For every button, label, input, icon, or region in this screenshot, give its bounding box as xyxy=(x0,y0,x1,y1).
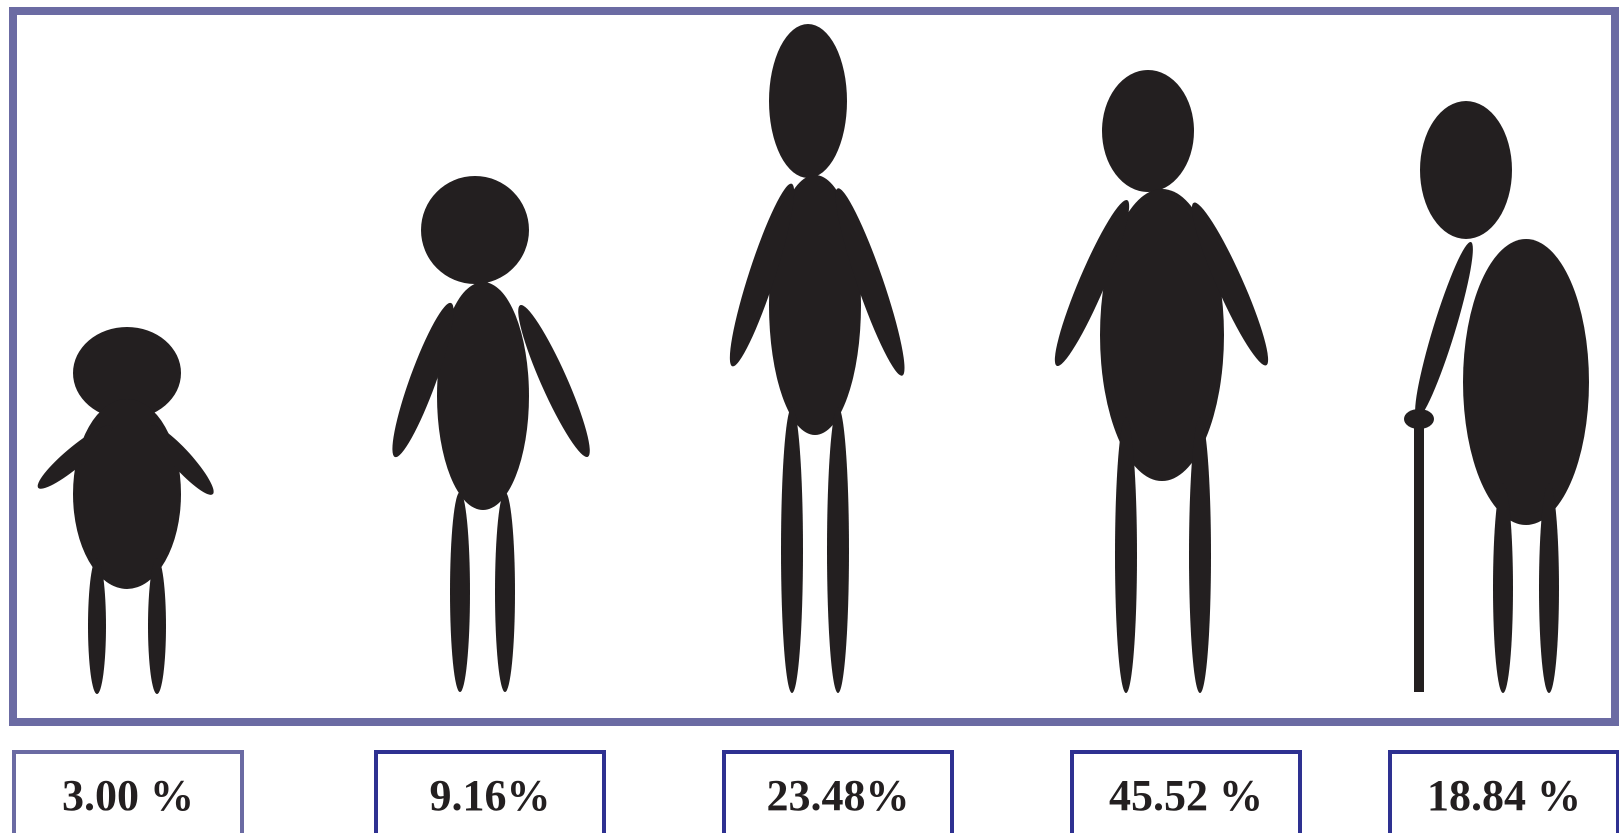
share-label-box: 45.52 % xyxy=(1070,750,1302,833)
young-adult-figure-icon xyxy=(729,24,905,693)
share-label: 23.48% xyxy=(767,771,910,820)
share-label: 18.84 % xyxy=(1427,771,1581,820)
share-label: 3.00 % xyxy=(62,771,194,820)
share-label: 45.52 % xyxy=(1109,771,1263,820)
share-label-box: 18.84 % xyxy=(1388,750,1619,833)
elderly-figure-with-cane-icon xyxy=(1404,101,1589,693)
share-label-box: 9.16% xyxy=(374,750,606,833)
share-label-box: 3.00 % xyxy=(12,750,244,833)
share-label: 9.16% xyxy=(430,771,551,820)
baby-figure-icon xyxy=(37,327,214,694)
adult-figure-icon xyxy=(1054,70,1269,693)
share-label-box: 23.48% xyxy=(722,750,954,833)
child-figure-icon xyxy=(392,176,590,692)
